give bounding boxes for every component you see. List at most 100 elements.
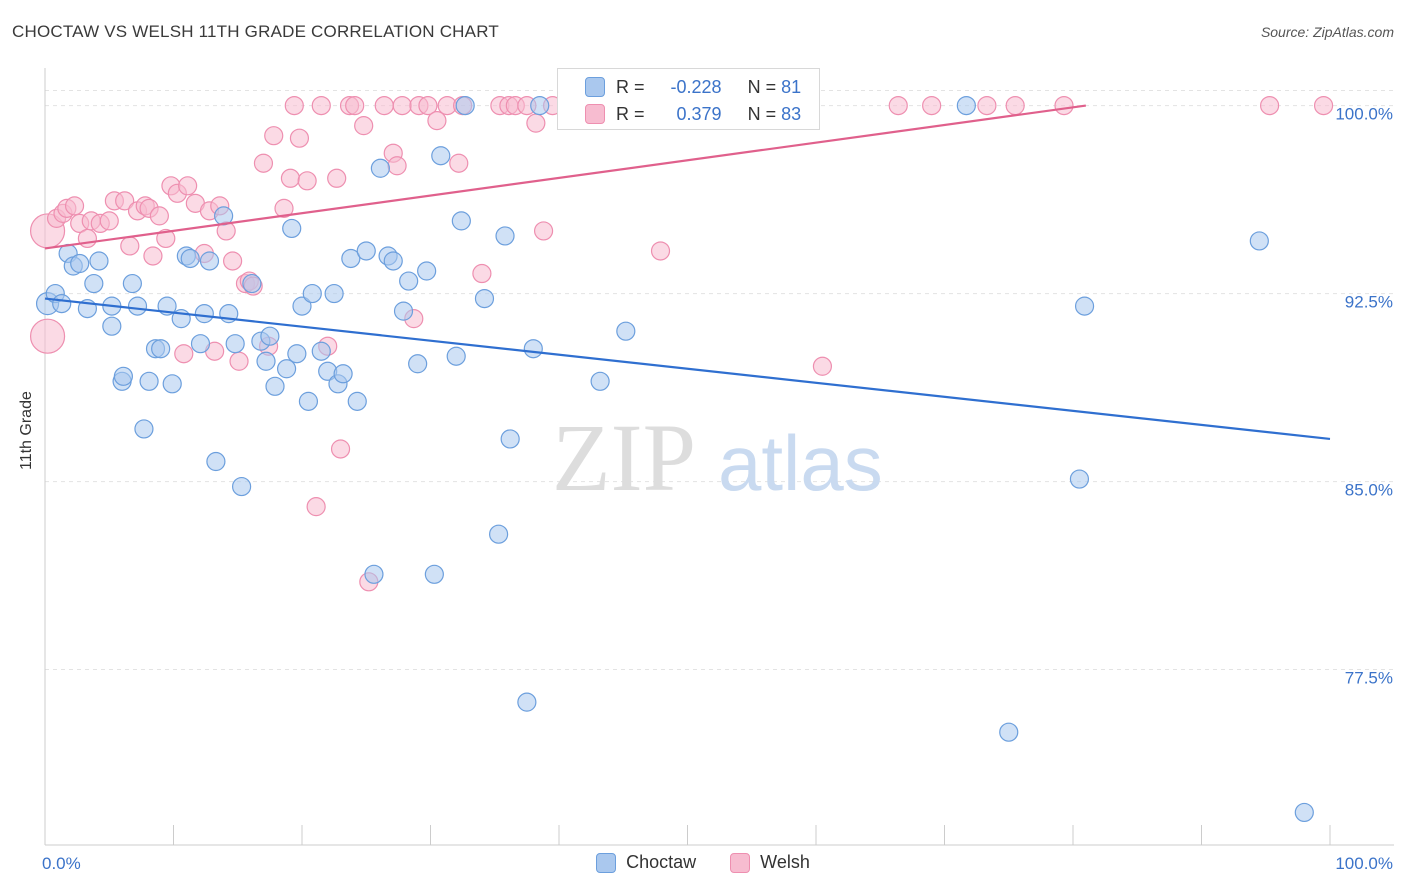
welsh-point bbox=[264, 126, 284, 146]
choctaw-point bbox=[333, 364, 353, 384]
watermark-zip: ZIP bbox=[552, 404, 696, 511]
choctaw-point bbox=[393, 301, 414, 321]
choctaw-point bbox=[52, 294, 72, 314]
welsh-point bbox=[472, 263, 492, 284]
watermark: ZIP atlas bbox=[552, 404, 883, 511]
welsh-point bbox=[354, 116, 374, 136]
choctaw-point bbox=[276, 359, 297, 379]
choctaw-points bbox=[35, 95, 1314, 823]
choctaw-point bbox=[1294, 802, 1314, 823]
legend-item-choctaw[interactable]: Choctaw bbox=[596, 852, 696, 873]
welsh-point bbox=[29, 318, 66, 354]
legend-r-label: R = bbox=[616, 76, 645, 97]
welsh-point bbox=[327, 168, 347, 188]
welsh-n-value: 83 bbox=[781, 103, 802, 124]
welsh-point bbox=[1313, 95, 1334, 116]
choctaw-point bbox=[370, 158, 390, 178]
choctaw-point bbox=[162, 374, 182, 394]
welsh-point bbox=[345, 95, 365, 116]
choctaw-point bbox=[446, 346, 466, 366]
choctaw-n-value: 81 bbox=[781, 76, 802, 97]
welsh-point bbox=[812, 356, 833, 376]
welsh-swatch bbox=[730, 852, 751, 873]
welsh-point bbox=[650, 241, 671, 261]
choctaw-point bbox=[302, 283, 322, 304]
choctaw-trend-line bbox=[44, 297, 1331, 441]
y-tick-label: 77.5% bbox=[1345, 669, 1393, 688]
y-tick-label: 100.0% bbox=[1335, 105, 1393, 124]
legend-label-welsh: Welsh bbox=[760, 852, 810, 872]
correlation-legend: R = -0.228 N = 81 R = 0.379 N = 83 bbox=[557, 68, 820, 130]
x-tick-label: 0.0% bbox=[42, 854, 81, 873]
welsh-point bbox=[274, 198, 294, 218]
y-tick-label: 92.5% bbox=[1345, 293, 1393, 312]
choctaw-point bbox=[134, 419, 154, 439]
legend-n-label: N = bbox=[747, 103, 777, 124]
gridlines bbox=[45, 90, 1394, 671]
choctaw-point bbox=[122, 273, 142, 294]
y-tick-labels: 77.5% 85.0% 92.5% 100.0% bbox=[1335, 105, 1393, 688]
welsh-point bbox=[156, 228, 176, 249]
welsh-point bbox=[178, 176, 198, 196]
choctaw-point bbox=[84, 273, 104, 294]
choctaw-point bbox=[199, 251, 220, 271]
watermark-atlas: atlas bbox=[718, 419, 883, 507]
welsh-r-value: 0.379 bbox=[676, 103, 722, 124]
choctaw-point bbox=[417, 261, 437, 281]
choctaw-point bbox=[1249, 231, 1269, 251]
choctaw-point bbox=[151, 339, 171, 359]
welsh-point bbox=[449, 153, 469, 173]
welsh-point bbox=[229, 351, 249, 371]
y-axis-label: 11th Grade bbox=[18, 391, 35, 470]
legend-item-welsh[interactable]: Welsh bbox=[730, 852, 810, 873]
choctaw-point bbox=[225, 334, 245, 354]
welsh-point bbox=[143, 246, 163, 266]
choctaw-point bbox=[347, 391, 367, 411]
choctaw-point bbox=[489, 524, 509, 544]
choctaw-point bbox=[287, 344, 307, 364]
choctaw-point bbox=[517, 692, 537, 712]
choctaw-point bbox=[180, 248, 200, 269]
series-legend: Choctaw Welsh bbox=[0, 852, 1406, 873]
welsh-point bbox=[149, 206, 169, 226]
choctaw-point bbox=[408, 354, 428, 374]
choctaw-point bbox=[341, 248, 361, 269]
welsh-point bbox=[427, 111, 447, 131]
welsh-swatch bbox=[585, 104, 605, 124]
choctaw-point bbox=[1069, 469, 1090, 489]
welsh-trend-line bbox=[44, 104, 1086, 250]
legend-label-choctaw: Choctaw bbox=[626, 852, 697, 872]
choctaw-point bbox=[139, 371, 159, 391]
choctaw-point bbox=[292, 296, 312, 316]
choctaw-point bbox=[1074, 296, 1095, 316]
choctaw-point bbox=[102, 316, 122, 336]
y-tick-label: 85.0% bbox=[1345, 481, 1393, 500]
welsh-point bbox=[311, 95, 331, 116]
welsh-point bbox=[330, 439, 351, 459]
choctaw-point bbox=[451, 211, 471, 231]
legend-n-label: N = bbox=[747, 76, 777, 97]
welsh-point bbox=[223, 251, 243, 271]
welsh-point bbox=[306, 497, 326, 517]
choctaw-swatch bbox=[585, 77, 605, 97]
choctaw-r-value: -0.228 bbox=[670, 76, 722, 97]
welsh-point bbox=[1054, 95, 1074, 116]
welsh-point bbox=[418, 95, 438, 116]
choctaw-point bbox=[530, 95, 550, 116]
welsh-point bbox=[253, 153, 274, 173]
welsh-point bbox=[174, 344, 194, 364]
welsh-point bbox=[77, 228, 98, 249]
choctaw-point bbox=[383, 251, 403, 271]
welsh-point bbox=[387, 156, 407, 176]
welsh-point bbox=[1260, 95, 1280, 116]
welsh-point bbox=[280, 168, 301, 188]
welsh-point bbox=[977, 95, 997, 116]
choctaw-point bbox=[616, 321, 636, 341]
welsh-point bbox=[284, 95, 304, 116]
legend-r-label: R = bbox=[616, 103, 645, 124]
choctaw-point bbox=[265, 376, 285, 396]
choctaw-point bbox=[324, 283, 344, 304]
choctaw-point bbox=[70, 253, 90, 274]
choctaw-point bbox=[364, 564, 384, 584]
choctaw-point bbox=[455, 95, 475, 116]
